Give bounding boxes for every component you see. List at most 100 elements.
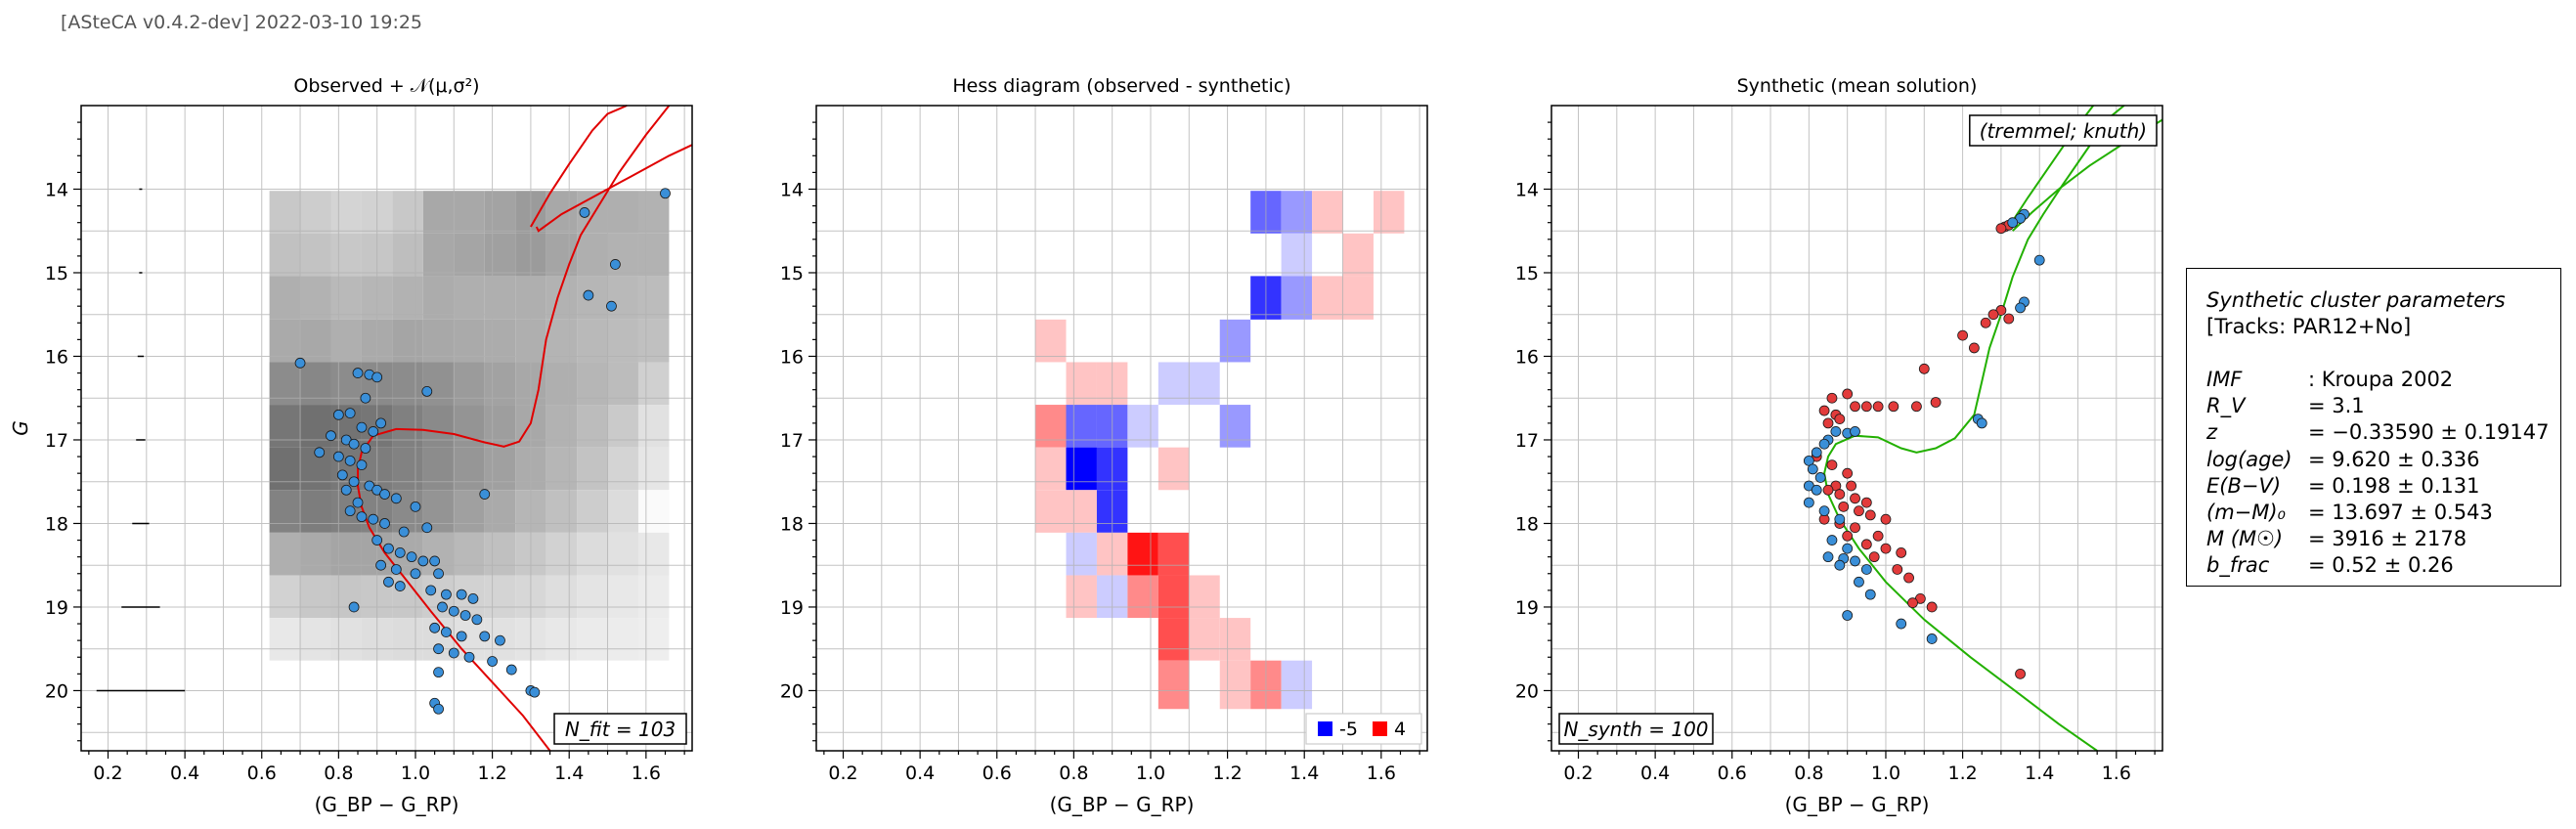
header-timestamp: [ASteCA v0.4.2-dev] 2022-03-10 19:25 bbox=[61, 12, 423, 33]
axes-frame bbox=[815, 105, 1428, 752]
y-tick-label: 14 bbox=[45, 179, 68, 200]
observed-point bbox=[368, 513, 379, 525]
param-key: (m−M)₀ bbox=[2206, 501, 2286, 524]
synthetic-binary-point bbox=[1995, 223, 2007, 235]
x-axis-label: (G_BP − G_RP) bbox=[1050, 793, 1195, 816]
synthetic-binary-point bbox=[1834, 489, 1846, 500]
density-cell bbox=[300, 532, 331, 576]
x-tick-label: 0.2 bbox=[828, 763, 857, 784]
error-bars bbox=[96, 188, 186, 692]
hess-cell bbox=[1157, 532, 1190, 576]
observed-point bbox=[375, 417, 387, 429]
density-cell bbox=[637, 490, 670, 533]
observed-point bbox=[417, 555, 429, 567]
density-cell bbox=[607, 618, 638, 661]
synthetic-single-point bbox=[1811, 484, 1822, 496]
density-cell bbox=[269, 532, 301, 576]
synthetic-single-point bbox=[2015, 302, 2026, 314]
density-cell bbox=[300, 191, 331, 234]
observed-point bbox=[660, 188, 671, 199]
params-title: Synthetic cluster parameters bbox=[2206, 288, 2506, 312]
synthetic-binary-point bbox=[1911, 401, 1922, 413]
observed-point bbox=[459, 610, 471, 621]
hess-cell bbox=[1281, 660, 1313, 710]
density-cell bbox=[637, 618, 670, 661]
density-cell bbox=[484, 276, 516, 320]
y-tick-label: 19 bbox=[780, 597, 804, 619]
legend-box bbox=[1305, 713, 1422, 745]
observed-point bbox=[379, 489, 390, 500]
synthetic-binary-point bbox=[1838, 501, 1850, 512]
observed-point bbox=[390, 564, 402, 575]
hess-cell bbox=[1127, 532, 1158, 576]
hess-cell bbox=[1066, 490, 1097, 533]
x-tick-label: 1.2 bbox=[1212, 763, 1242, 784]
synthetic-binary-point bbox=[1842, 467, 1854, 479]
hess-cell bbox=[1342, 233, 1374, 277]
synthetic-binary-point bbox=[1854, 505, 1864, 517]
x-tick-label: 1.6 bbox=[632, 763, 661, 784]
hess-cell bbox=[1157, 660, 1190, 710]
density-cell bbox=[330, 191, 362, 234]
x-tick-label: 1.4 bbox=[1289, 763, 1319, 784]
hess-cell bbox=[1189, 618, 1220, 661]
axes-frame bbox=[80, 105, 693, 752]
x-tick-label: 1.6 bbox=[1367, 763, 1396, 784]
density-cell bbox=[637, 276, 670, 320]
observed-point bbox=[332, 409, 344, 420]
observed-point bbox=[448, 647, 459, 659]
density-cell bbox=[454, 233, 485, 277]
synthetic-single-point bbox=[1818, 438, 1830, 450]
y-tick-label: 18 bbox=[780, 513, 804, 535]
x-tick-label: 1.6 bbox=[2102, 763, 2131, 784]
observed-point bbox=[356, 511, 368, 523]
param-value: = 0.198 ± 0.131 bbox=[2308, 473, 2480, 498]
density-cell bbox=[546, 319, 578, 363]
points bbox=[294, 188, 671, 715]
x-tick-label: 0.8 bbox=[1794, 763, 1823, 784]
density-cell bbox=[546, 575, 578, 619]
synthetic-binary-point bbox=[1930, 397, 1942, 408]
synthetic-binary-point bbox=[2003, 313, 2015, 325]
observed-point bbox=[348, 438, 360, 450]
param-value: = 0.52 ± 0.26 bbox=[2308, 553, 2454, 578]
synthetic-binary-point bbox=[1957, 329, 1968, 341]
observed-point bbox=[437, 601, 448, 613]
density-cell bbox=[300, 405, 331, 448]
synthetic-binary-point bbox=[1880, 543, 1892, 554]
hess-cell bbox=[1219, 660, 1251, 710]
density-cell bbox=[422, 233, 455, 277]
synthetic-binary-point bbox=[1907, 597, 1918, 609]
observed-point bbox=[348, 601, 360, 613]
hess-cell bbox=[1312, 276, 1343, 320]
observed-point bbox=[487, 656, 498, 667]
hess-cell bbox=[1157, 447, 1190, 491]
observed-point bbox=[379, 518, 390, 529]
density-cell bbox=[330, 276, 362, 320]
observed-point bbox=[429, 555, 441, 567]
density-cell bbox=[330, 618, 362, 661]
grid bbox=[816, 106, 1427, 751]
x-tick-label: 0.6 bbox=[982, 763, 1012, 784]
param-key: IMF bbox=[2206, 368, 2243, 391]
synthetic-binary-point bbox=[1826, 392, 1838, 404]
synthetic-binary-point bbox=[1822, 484, 1834, 496]
y-tick-label: 15 bbox=[45, 263, 68, 284]
annotation-top-text: (tremmel; knuth) bbox=[1980, 119, 2147, 143]
chart-title: Hess diagram (observed - synthetic) bbox=[952, 75, 1290, 97]
synthetic-binary-point bbox=[1850, 493, 1860, 504]
y-tick-label: 16 bbox=[1515, 346, 1539, 368]
density-cell bbox=[484, 490, 516, 533]
density-cell bbox=[577, 618, 608, 661]
y-tick-label: 15 bbox=[1515, 263, 1539, 284]
legend-swatch bbox=[1373, 721, 1387, 736]
synthetic-single-point bbox=[1803, 497, 1814, 508]
synthetic-single-point bbox=[1976, 417, 1987, 429]
synthetic-single-point bbox=[1854, 576, 1864, 588]
hess-cell bbox=[1373, 191, 1405, 234]
y-tick-label: 14 bbox=[1515, 179, 1539, 200]
hess-cell bbox=[1219, 618, 1251, 661]
x-tick-label: 1.4 bbox=[2025, 763, 2054, 784]
y-tick-label: 19 bbox=[45, 597, 68, 619]
